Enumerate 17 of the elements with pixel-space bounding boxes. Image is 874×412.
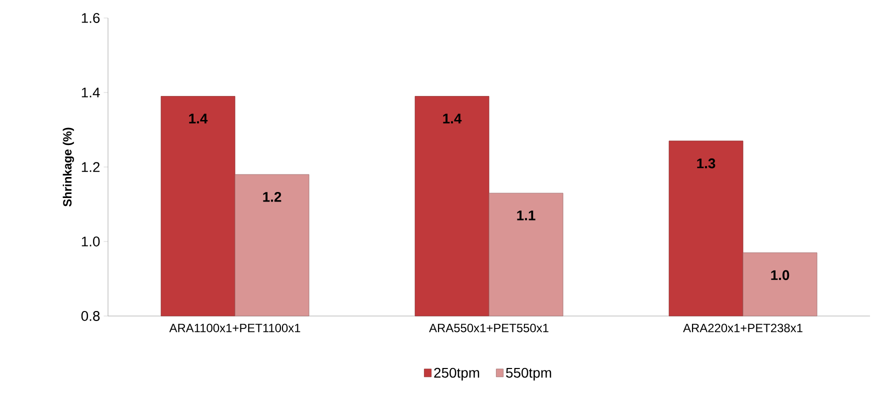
y-tick-label: 1.6: [82, 13, 100, 23]
data-label: 1.4: [189, 114, 208, 124]
data-label: 1.1: [517, 210, 536, 220]
x-tick-label: ARA550x1+PET550x1: [429, 324, 548, 332]
y-axis-title: Shrinkage (%): [62, 128, 74, 207]
y-tick-label: 1.4: [82, 88, 100, 98]
y-tick-label: 1.2: [82, 162, 100, 172]
x-tick-label: ARA220x1+PET238x1: [683, 324, 802, 332]
legend-label: 550tpm: [506, 368, 552, 380]
data-label: 1.0: [771, 270, 790, 280]
y-tick-label: 0.8: [81, 311, 100, 321]
data-label: 1.3: [697, 158, 716, 168]
data-label: 1.2: [263, 192, 282, 202]
data-label: 1.4: [443, 114, 462, 124]
x-tick-label: ARA1100x1+PET1100x1: [169, 324, 300, 332]
legend-label: 250tpm: [434, 368, 480, 380]
y-tick-label: 1.0: [82, 236, 100, 246]
